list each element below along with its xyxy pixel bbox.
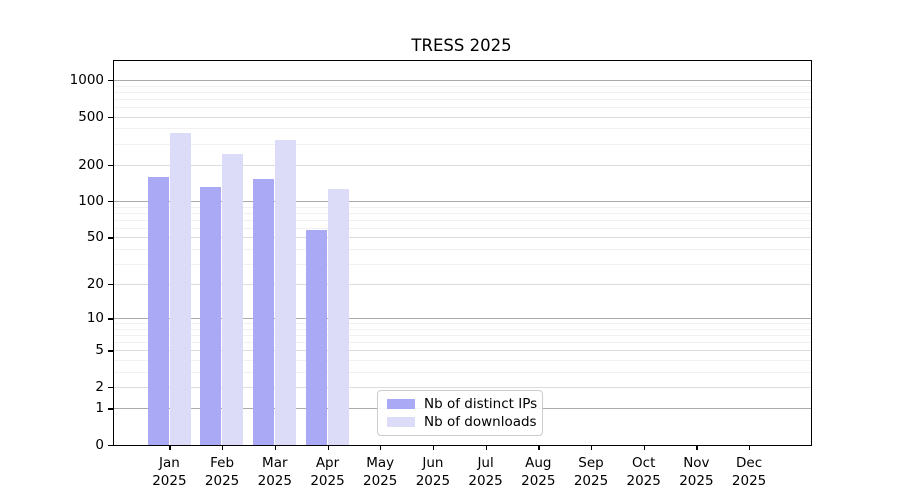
gridline-100: [114, 201, 811, 203]
y-tick-mark-0: [108, 445, 113, 447]
x-tick-mark-jul: [485, 445, 487, 451]
gridline-80: [114, 212, 811, 214]
bar-downloads-feb: [222, 153, 244, 445]
legend-label-distinct-ips: Nb of distinct IPs: [424, 396, 538, 412]
x-tick-label-sep: Sep 2025: [573, 455, 609, 489]
bar-distinct-ips-apr: [305, 229, 327, 445]
y-tick-label-50: 50: [86, 229, 104, 246]
gridline-3: [114, 371, 811, 373]
chart-title: TRESS 2025: [411, 36, 512, 55]
gridline-1000: [114, 80, 811, 81]
y-tick-mark-200: [108, 164, 113, 167]
gridline-9: [114, 323, 811, 325]
y-tick-mark-5: [108, 350, 113, 352]
y-tick-label-5: 5: [95, 342, 104, 359]
x-tick-label-jan: Jan 2025: [152, 455, 187, 489]
x-tick-label-mar: Mar 2025: [257, 455, 292, 489]
y-tick-mark-500: [108, 116, 113, 118]
y-tick-label-10: 10: [86, 310, 104, 327]
x-tick-mark-dec: [749, 445, 751, 451]
y-tick-mark-10: [108, 318, 113, 320]
y-tick-label-1000: 1000: [69, 72, 104, 88]
x-tick-mark-jun: [432, 445, 435, 451]
x-tick-mark-jan: [169, 445, 171, 451]
x-tick-label-dec: Dec 2025: [731, 455, 767, 489]
gridline-7: [114, 335, 811, 337]
gridline-8: [114, 328, 811, 330]
y-tick-label-200: 200: [78, 156, 104, 173]
x-tick-label-jul: Jul 2025: [468, 455, 503, 489]
bar-distinct-ips-feb: [200, 187, 222, 445]
x-tick-mark-sep: [591, 445, 593, 451]
y-tick-mark-100: [108, 201, 113, 203]
gridline-200: [114, 164, 811, 166]
gridline-400: [114, 128, 811, 130]
gridline-50: [114, 237, 811, 239]
gridline-20: [114, 284, 811, 286]
x-tick-mark-mar: [274, 445, 277, 451]
gridline-300: [114, 143, 811, 145]
gridline-5: [114, 350, 811, 352]
y-tick-label-2: 2: [95, 378, 104, 395]
gridline-70: [114, 219, 811, 221]
x-tick-label-aug: Aug 2025: [521, 455, 556, 489]
y-tick-label-500: 500: [78, 108, 104, 125]
gridline-500: [114, 116, 811, 118]
x-tick-mark-feb: [222, 445, 224, 451]
gridline-10: [114, 318, 811, 320]
legend-item-distinct-ips: Nb of distinct IPs: [387, 397, 542, 411]
gridline-60: [114, 227, 811, 229]
bar-downloads-apr: [327, 188, 349, 445]
x-tick-mark-may: [380, 445, 382, 451]
x-tick-label-nov: Nov 2025: [679, 455, 714, 489]
bar-downloads-jan: [169, 133, 191, 445]
bar-distinct-ips-jan: [147, 176, 169, 445]
x-tick-mark-oct: [643, 445, 645, 451]
x-tick-mark-aug: [538, 445, 540, 451]
legend-label-downloads: Nb of downloads: [424, 414, 537, 430]
gridline-800: [114, 91, 811, 93]
y-tick-mark-1: [108, 408, 113, 410]
x-tick-label-apr: Apr 2025: [310, 455, 345, 489]
gridline-40: [114, 248, 811, 250]
y-tick-label-1: 1: [95, 400, 104, 417]
gridline-900: [114, 85, 811, 87]
y-tick-label-100: 100: [78, 193, 104, 210]
x-tick-mark-apr: [327, 445, 329, 451]
gridline-4: [114, 360, 811, 361]
gridline-6: [114, 342, 811, 344]
y-tick-mark-1000: [108, 80, 113, 82]
legend: Nb of distinct IPs Nb of downloads: [377, 390, 543, 436]
plot-area: [113, 60, 812, 446]
bar-downloads-mar: [274, 140, 296, 445]
gridline-90: [114, 206, 811, 208]
y-tick-label-20: 20: [86, 276, 104, 293]
gridline-30: [114, 263, 811, 265]
x-tick-label-oct: Oct 2025: [626, 455, 661, 489]
gridline-600: [114, 107, 811, 108]
x-tick-mark-nov: [696, 445, 698, 451]
x-tick-label-feb: Feb 2025: [204, 455, 240, 489]
y-tick-mark-2: [108, 387, 113, 389]
gridline-2: [114, 387, 811, 388]
x-tick-label-jun: Jun 2025: [415, 455, 451, 489]
legend-swatch-downloads: [387, 417, 415, 427]
x-tick-label-may: May 2025: [363, 455, 398, 489]
legend-item-downloads: Nb of downloads: [387, 415, 542, 429]
y-tick-mark-50: [108, 237, 113, 239]
y-tick-mark-20: [108, 284, 113, 286]
bar-distinct-ips-mar: [252, 179, 274, 445]
gridline-700: [114, 98, 811, 100]
y-tick-label-0: 0: [95, 437, 104, 453]
legend-swatch-distinct-ips: [387, 399, 415, 409]
